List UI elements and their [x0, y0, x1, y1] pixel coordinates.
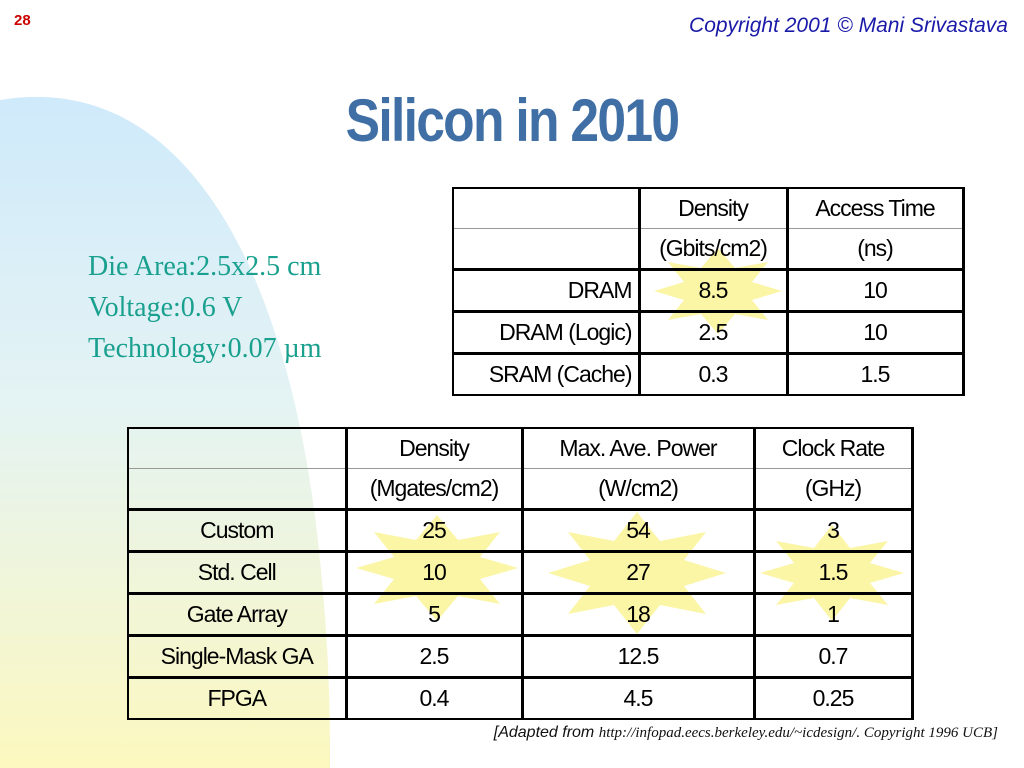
table-row: Gate Array 5 18 1: [127, 592, 914, 636]
table-cell: 27: [520, 550, 755, 594]
source-url: http://infopad.eecs.berkeley.edu/~icdesi…: [598, 725, 998, 741]
table-cell: 25: [344, 508, 523, 552]
header-cell: (GHz): [752, 468, 914, 510]
table-cell: 0.25: [752, 676, 914, 720]
header-cell: Density: [637, 187, 788, 229]
header-cell: [452, 228, 640, 270]
table-cell: 1.5: [785, 352, 965, 396]
header-cell: [452, 187, 640, 229]
row-label: Custom: [127, 508, 347, 552]
table-cell: 10: [344, 550, 523, 594]
table-row: FPGA 0.4 4.5 0.25: [127, 676, 914, 720]
header-cell: Max. Ave. Power: [520, 427, 755, 469]
table-header-row: (Gbits/cm2) (ns): [452, 228, 965, 270]
table-cell: 8.5: [637, 268, 788, 312]
spec-technology: Technology:0.07 µm: [88, 333, 322, 364]
row-label: SRAM (Cache): [452, 352, 640, 396]
memory-table: Density Access Time (Gbits/cm2) (ns) DRA…: [452, 187, 965, 396]
logic-table: Density Max. Ave. Power Clock Rate (Mgat…: [127, 427, 914, 720]
row-label: DRAM (Logic): [452, 310, 640, 354]
table-cell: 1.5: [752, 550, 914, 594]
table-cell: 2.5: [637, 310, 788, 354]
slide-number: 28: [14, 12, 31, 29]
chip-specs: Die Area:2.5x2.5 cm Voltage:0.6 V Techno…: [88, 246, 321, 369]
row-label: Gate Array: [127, 592, 347, 636]
table-cell: 1: [752, 592, 914, 636]
header-cell: (Mgates/cm2): [344, 468, 523, 510]
table-row: DRAM 8.5 10: [452, 268, 965, 312]
header-cell: [127, 427, 347, 469]
header-cell: (W/cm2): [520, 468, 755, 510]
table-cell: 12.5: [520, 634, 755, 678]
table-row: DRAM (Logic) 2.5 10: [452, 310, 965, 354]
row-label: DRAM: [452, 268, 640, 312]
table-cell: 2.5: [344, 634, 523, 678]
spec-voltage: Voltage:0.6 V: [88, 292, 243, 323]
header-cell: [127, 468, 347, 510]
table-row: Std. Cell 10 27 1.5: [127, 550, 914, 594]
table-cell: 0.7: [752, 634, 914, 678]
copyright-notice: Copyright 2001 © Mani Srivastava: [689, 14, 1008, 37]
table-cell: 10: [785, 310, 965, 354]
spec-die-area: Die Area:2.5x2.5 cm: [88, 251, 322, 282]
table-cell: 5: [344, 592, 523, 636]
table-cell: 54: [520, 508, 755, 552]
table-row: Single-Mask GA 2.5 12.5 0.7: [127, 634, 914, 678]
table-cell: 3: [752, 508, 914, 552]
table-header-row: Density Access Time: [452, 187, 965, 229]
header-cell: Access Time: [785, 187, 965, 229]
table-row: Custom 25 54 3: [127, 508, 914, 552]
table-cell: 18: [520, 592, 755, 636]
row-label: FPGA: [127, 676, 347, 720]
row-label: Std. Cell: [127, 550, 347, 594]
page-title: Silicon in 2010: [345, 87, 680, 154]
source-prefix: [Adapted from: [493, 724, 595, 741]
table-header-row: (Mgates/cm2) (W/cm2) (GHz): [127, 468, 914, 510]
header-cell: Clock Rate: [752, 427, 914, 469]
table-cell: 0.4: [344, 676, 523, 720]
source-citation: [Adapted from http://infopad.eecs.berkel…: [494, 724, 998, 742]
table-cell: 10: [785, 268, 965, 312]
row-label: Single-Mask GA: [127, 634, 347, 678]
table-cell: 0.3: [637, 352, 788, 396]
table-header-row: Density Max. Ave. Power Clock Rate: [127, 427, 914, 469]
header-cell: Density: [344, 427, 523, 469]
table-cell: 4.5: [520, 676, 755, 720]
table-row: SRAM (Cache) 0.3 1.5: [452, 352, 965, 396]
header-cell: (ns): [785, 228, 965, 270]
header-cell: (Gbits/cm2): [637, 228, 788, 270]
